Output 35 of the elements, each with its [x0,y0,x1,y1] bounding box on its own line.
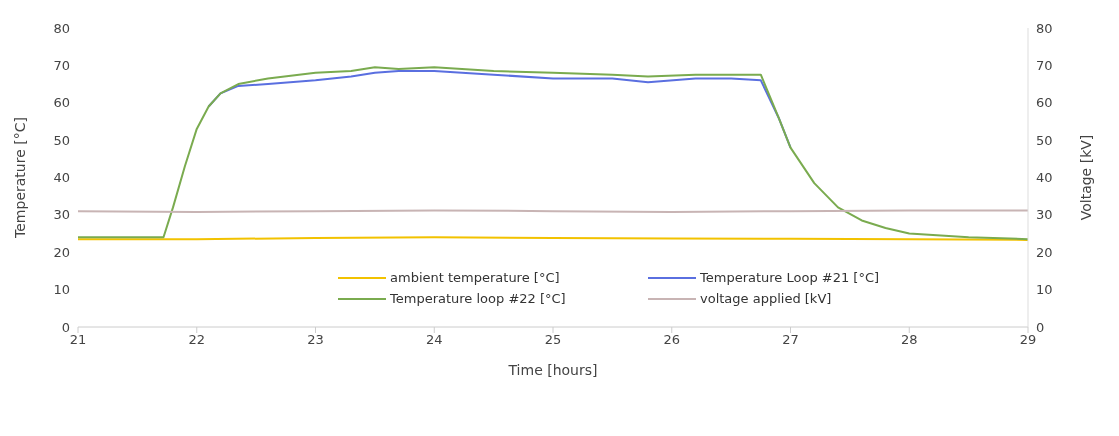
y-tick-label: 30 [53,207,70,223]
y-tick-label: 10 [53,282,70,298]
y2-axis-title: Voltage [kV] [1077,134,1094,221]
x-axis-title: Time [hours] [507,362,598,378]
y-tick-label: 80 [53,20,70,36]
x-tick-label: 28 [900,332,918,348]
legend-label: Temperature Loop #21 [°C] [700,270,880,285]
x-tick-label: 29 [1019,332,1037,348]
y2-tick-label: 0 [1036,319,1045,335]
x-tick-label: 24 [425,332,443,348]
y-tick-label: 0 [61,319,70,335]
y-axis-title: Temperature [°C] [11,117,28,239]
y2-tick-label: 80 [1036,20,1053,36]
y-tick-label: 50 [53,132,70,148]
y2-tick-label: 60 [1036,95,1053,111]
legend-label: Temperature loop #22 [°C] [390,291,566,306]
y-tick-label: 70 [53,57,70,73]
x-tick-label: 27 [782,332,799,348]
x-tick-label: 23 [307,332,324,348]
y2-tick-label: 10 [1036,282,1053,298]
legend-label: voltage applied [kV] [700,291,832,306]
y2-tick-label: 20 [1036,244,1053,260]
legend-label: ambient temperature [°C] [390,270,560,285]
y-tick-label: 40 [53,170,70,186]
y2-tick-label: 50 [1036,132,1053,148]
x-tick-label: 25 [544,332,562,348]
y2-tick-label: 30 [1036,207,1053,223]
y-tick-label: 60 [53,95,70,111]
y2-tick-label: 40 [1036,170,1053,186]
y-tick-label: 20 [53,244,70,260]
x-tick-label: 21 [69,332,87,348]
x-tick-label: 26 [663,332,681,348]
y2-tick-label: 70 [1036,57,1053,73]
line-series [78,66,1028,241]
x-tick-label: 22 [188,332,206,348]
